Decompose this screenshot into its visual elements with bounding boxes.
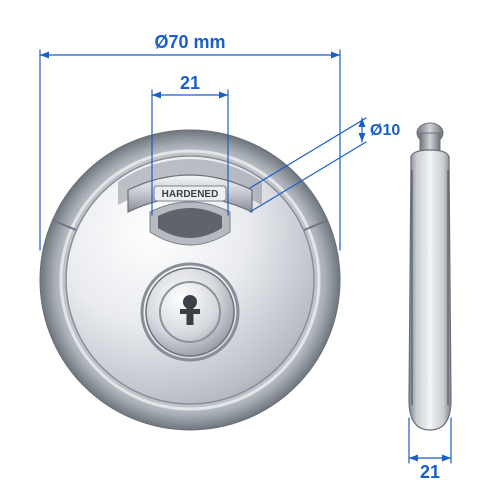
lock-cylinder <box>142 264 238 360</box>
side-view <box>409 123 451 430</box>
dim-side-width: 21 <box>420 462 440 482</box>
dim-shackle-gap: 21 <box>180 73 200 93</box>
hardened-label: HARDENED <box>162 189 219 200</box>
front-view: HARDENED <box>40 130 340 430</box>
dim-outer-diameter: Ø70 mm <box>154 32 225 52</box>
dim-shackle-diameter: Ø10 <box>370 122 400 139</box>
technical-drawing: HARDENED Ø70 mm 21 Ø10 21 <box>0 0 500 500</box>
